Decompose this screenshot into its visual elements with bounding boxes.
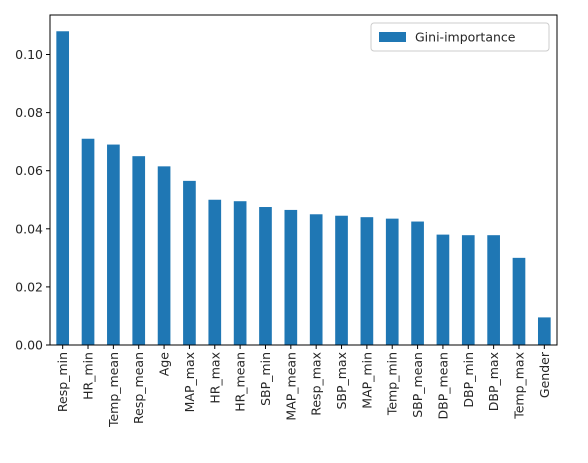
x-tick-label: HR_min: [81, 352, 96, 400]
x-tick-label: DBP_mean: [435, 352, 450, 419]
y-tick-label: 0.08: [15, 105, 43, 120]
x-tick-label: MAP_mean: [283, 352, 298, 421]
x-tick-label: HR_mean: [233, 352, 248, 412]
bar-dbp-mean: [436, 234, 450, 345]
bar-dbp-min: [461, 235, 475, 345]
x-tick-label: Resp_mean: [131, 352, 146, 424]
bar-map-min: [360, 217, 374, 345]
x-tick-label: Resp_min: [55, 352, 70, 412]
x-tick-label: DBP_min: [461, 352, 476, 408]
x-tick-label: Temp_max: [511, 352, 526, 420]
y-axis: 0.00 0.02 0.04 0.06 0.08 0.10: [15, 47, 50, 353]
bar-hr-max: [208, 199, 222, 345]
y-tick-label: 0.04: [15, 221, 43, 236]
y-tick-label: 0.10: [15, 47, 43, 62]
x-tick-label: Temp_min: [385, 352, 400, 416]
bar-temp-min: [385, 218, 399, 345]
x-tick-label: Resp_max: [309, 352, 324, 416]
y-tick-label: 0.00: [15, 338, 43, 353]
y-tick-label: 0.06: [15, 163, 43, 178]
bar-hr-min: [81, 138, 95, 345]
x-tick-label: Age: [157, 352, 172, 376]
bar-gender: [537, 317, 551, 345]
bar-sbp-max: [335, 215, 348, 345]
x-axis: Resp_min HR_min Temp_mean Resp_mean Age MAP_m…: [55, 345, 552, 428]
x-tick-label: Gender: [537, 351, 552, 398]
bar-resp-max: [309, 214, 323, 345]
bar-temp-mean: [107, 144, 120, 345]
legend: Gini-importance: [370, 22, 550, 52]
bar-resp-min: [56, 31, 70, 346]
bar-map-max: [183, 180, 196, 345]
x-tick-label: MAP_min: [359, 352, 374, 409]
x-tick-label: DBP_max: [486, 352, 501, 411]
bar-resp-mean: [132, 156, 146, 345]
bar-hr-mean: [233, 201, 247, 345]
legend-swatch: [379, 32, 406, 42]
bar-map-mean: [284, 209, 298, 345]
plot-frame: [49, 14, 558, 346]
bar-temp-max: [512, 257, 526, 345]
bar-dbp-max: [487, 235, 500, 345]
x-tick-label: HR_max: [207, 352, 222, 404]
bars-group: [56, 31, 551, 346]
x-tick-label: SBP_min: [258, 352, 273, 406]
x-tick-label: MAP_max: [182, 352, 197, 412]
x-tick-label: SBP_mean: [410, 352, 425, 418]
bar-sbp-mean: [411, 221, 424, 345]
legend-label: Gini-importance: [415, 30, 516, 45]
bar-age: [157, 166, 171, 345]
y-tick-label: 0.02: [15, 279, 43, 294]
legend-box: [370, 22, 550, 52]
x-tick-label: SBP_max: [334, 352, 349, 410]
bar-sbp-min: [259, 207, 272, 345]
x-tick-label: Temp_mean: [106, 352, 121, 428]
